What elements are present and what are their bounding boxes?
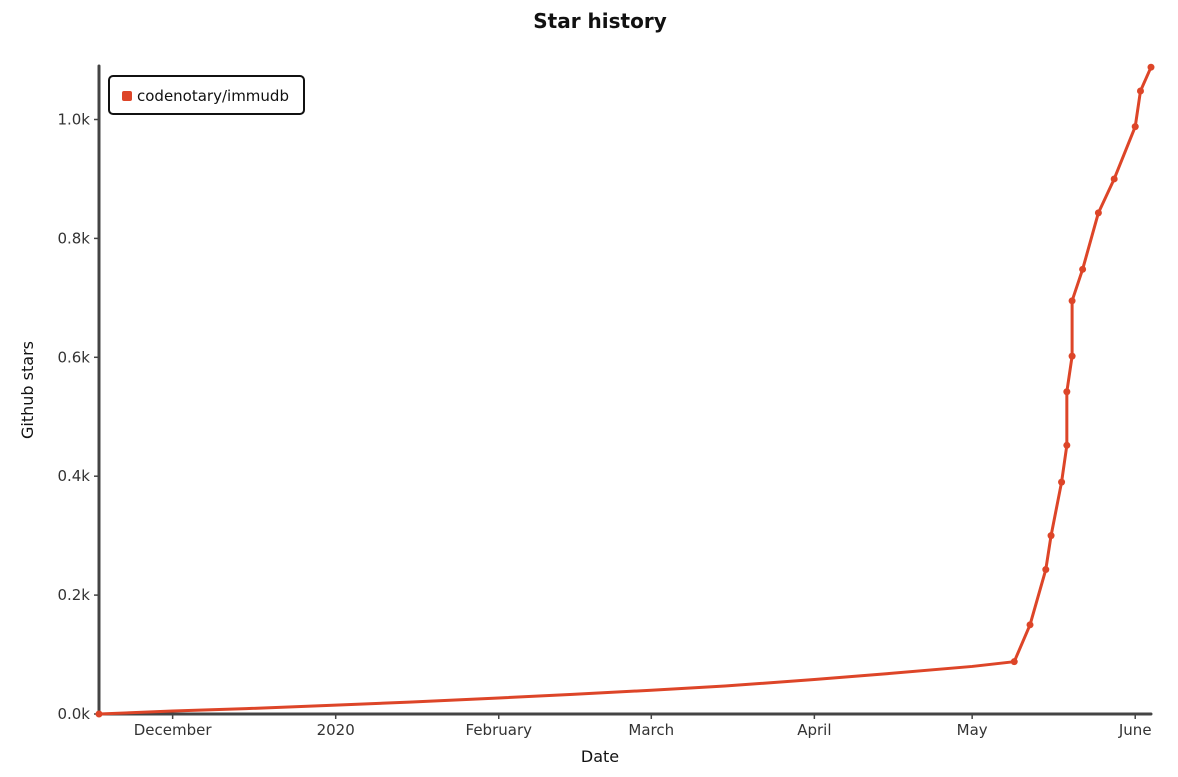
data-point <box>1063 441 1071 449</box>
data-point <box>1068 352 1076 360</box>
data-point <box>1094 209 1102 217</box>
data-point <box>1010 658 1018 666</box>
data-point <box>1136 87 1144 95</box>
data-point <box>1079 265 1087 273</box>
series-line <box>97 65 1153 716</box>
series-layer <box>95 63 1155 718</box>
y-tick-label: 1.0k <box>57 111 90 129</box>
data-point <box>1058 478 1066 486</box>
legend: codenotary/immudb <box>108 75 305 115</box>
data-point <box>1026 621 1034 629</box>
data-point <box>1147 63 1155 71</box>
x-tick-label: March <box>628 721 674 739</box>
legend-box <box>108 75 305 115</box>
y-axis-label: Github stars <box>18 341 37 439</box>
data-point <box>1110 175 1118 183</box>
legend-swatch <box>122 91 132 101</box>
axes <box>96 64 1153 717</box>
data-point <box>1047 532 1055 540</box>
data-point <box>1068 297 1076 305</box>
data-point <box>1063 388 1071 396</box>
y-tick-label: 0.0k <box>57 705 90 723</box>
x-tick-label: February <box>466 721 533 739</box>
data-point <box>1131 123 1139 131</box>
x-tick-label: 2020 <box>317 721 355 739</box>
x-axis-label: Date <box>581 747 619 766</box>
chart-title: Star history <box>533 9 667 33</box>
y-tick-label: 0.2k <box>57 586 90 604</box>
x-tick-label: December <box>134 721 213 739</box>
y-tick-label: 0.4k <box>57 467 90 485</box>
x-tick-label: May <box>957 721 988 739</box>
y-tick-label: 0.6k <box>57 348 90 366</box>
y-axis-ticks: 0.0k 0.2k 0.4k 0.6k 0.8k 1.0k <box>57 111 99 723</box>
x-tick-label: June <box>1118 721 1152 739</box>
data-point <box>1042 566 1050 574</box>
x-tick-label: April <box>797 721 831 739</box>
x-axis-ticks: December 2020 February March April May June <box>134 714 1152 739</box>
y-tick-label: 0.8k <box>57 229 90 247</box>
data-point <box>95 710 103 718</box>
legend-label: codenotary/immudb <box>137 87 289 105</box>
